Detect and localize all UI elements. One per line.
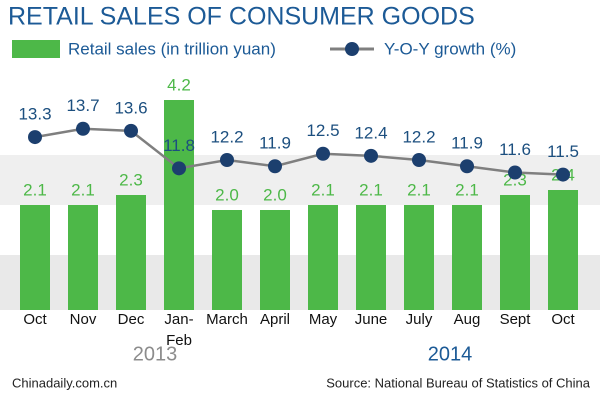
line-label: 12.4 bbox=[354, 123, 387, 142]
legend-label: Y-O-Y growth (%) bbox=[384, 39, 516, 58]
growth-marker bbox=[316, 146, 330, 161]
growth-marker bbox=[508, 165, 522, 180]
growth-marker bbox=[172, 161, 186, 176]
x-tick-label: Dec bbox=[118, 311, 145, 328]
growth-marker bbox=[268, 159, 282, 174]
legend-label: Retail sales (in trillion yuan) bbox=[68, 39, 276, 58]
line-label: 12.5 bbox=[306, 121, 339, 140]
growth-line bbox=[34, 127, 564, 176]
credit: Chinadaily.com.cn bbox=[12, 375, 117, 390]
growth-marker bbox=[124, 123, 138, 138]
bar-label: 2.1 bbox=[455, 180, 479, 199]
line-label: 13.7 bbox=[66, 96, 99, 115]
bar bbox=[404, 205, 434, 310]
bar bbox=[212, 210, 242, 310]
growth-marker bbox=[364, 148, 378, 163]
bar bbox=[20, 205, 50, 310]
x-tick-label: Jan- bbox=[164, 311, 193, 328]
growth-marker bbox=[460, 159, 474, 174]
legend-swatch bbox=[12, 40, 60, 58]
bar bbox=[500, 195, 530, 310]
source: Source: National Bureau of Statistics of… bbox=[326, 375, 591, 390]
x-tick-label: Oct bbox=[551, 311, 575, 328]
bar bbox=[452, 205, 482, 310]
line-label: 11.8 bbox=[163, 136, 195, 155]
line-label: 11.6 bbox=[499, 140, 531, 159]
bar bbox=[68, 205, 98, 310]
x-tick-label: Aug bbox=[454, 311, 481, 328]
growth-marker bbox=[412, 153, 426, 167]
growth-marker bbox=[556, 167, 570, 182]
bar bbox=[308, 205, 338, 310]
x-tick-label: Nov bbox=[70, 311, 97, 328]
bar-label: 2.1 bbox=[407, 180, 431, 199]
legend-marker bbox=[345, 42, 359, 56]
x-tick-label: Oct bbox=[23, 311, 47, 328]
x-tick-label: Sept bbox=[500, 311, 532, 328]
x-tick-label: June bbox=[355, 311, 388, 328]
line-label: 12.2 bbox=[402, 127, 435, 146]
bar-label: 2.1 bbox=[359, 180, 383, 199]
bar bbox=[116, 195, 146, 310]
year-label: 2014 bbox=[428, 343, 473, 365]
bar-label: 2.1 bbox=[23, 180, 47, 199]
bar bbox=[548, 190, 578, 310]
line-label: 13.6 bbox=[114, 98, 147, 117]
bar bbox=[164, 100, 194, 310]
bar-label: 2.3 bbox=[119, 170, 143, 189]
x-tick-label: May bbox=[309, 311, 338, 328]
bar-label: 2.1 bbox=[71, 180, 95, 199]
chart-title: RETAIL SALES OF CONSUMER GOODS bbox=[8, 3, 475, 31]
growth-marker bbox=[28, 130, 42, 145]
bar-label: 2.0 bbox=[263, 185, 287, 204]
bar bbox=[356, 205, 386, 310]
growth-marker bbox=[220, 153, 234, 167]
line-label: 13.3 bbox=[18, 105, 51, 124]
bar-label: 2.0 bbox=[215, 185, 239, 204]
line-label: 11.5 bbox=[547, 142, 579, 161]
x-tick-label: Feb bbox=[166, 332, 192, 349]
line-label: 11.9 bbox=[451, 134, 483, 153]
x-tick-label: April bbox=[260, 311, 290, 328]
year-label: 2013 bbox=[133, 343, 178, 365]
line-label: 11.9 bbox=[259, 134, 291, 153]
bar bbox=[260, 210, 290, 310]
line-label: 12.2 bbox=[210, 127, 243, 146]
bar-label: 4.2 bbox=[167, 75, 191, 94]
growth-marker bbox=[76, 121, 90, 136]
x-tick-label: July bbox=[406, 311, 433, 328]
bar-label: 2.1 bbox=[311, 180, 335, 199]
x-tick-label: March bbox=[206, 311, 248, 328]
